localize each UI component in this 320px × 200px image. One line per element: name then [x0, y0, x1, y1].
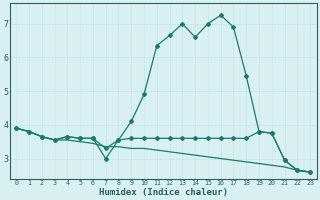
X-axis label: Humidex (Indice chaleur): Humidex (Indice chaleur) [99, 188, 228, 197]
